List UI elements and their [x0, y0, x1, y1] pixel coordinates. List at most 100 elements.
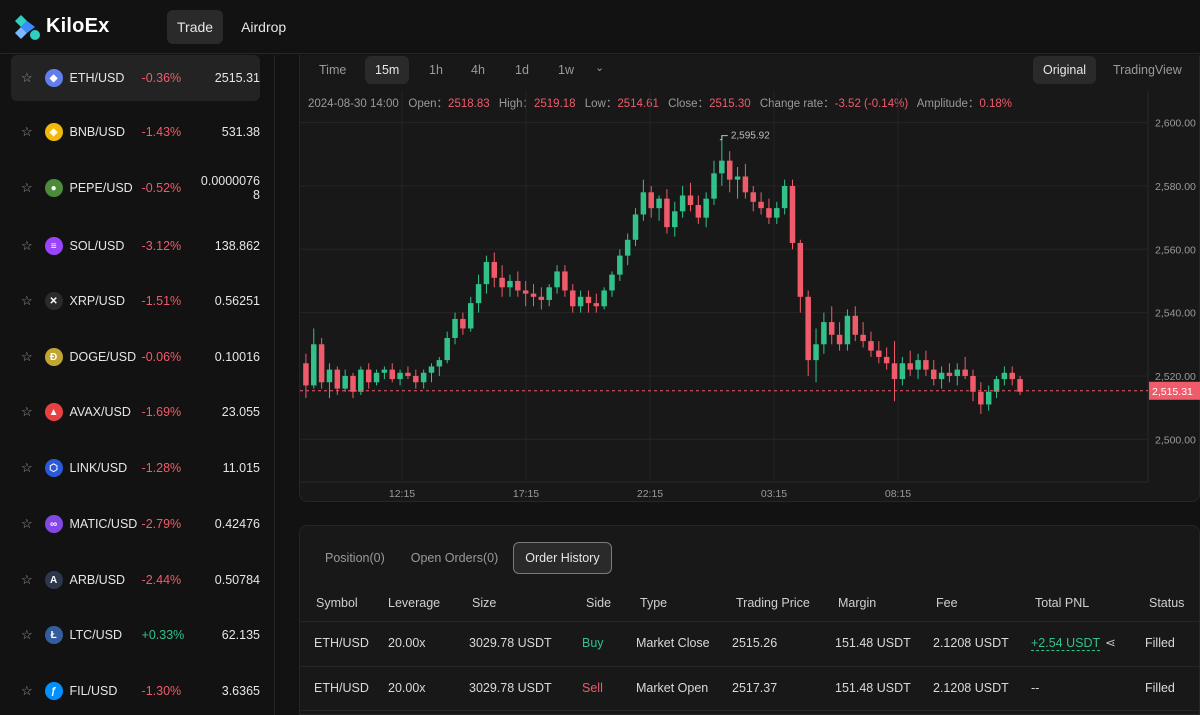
market-row-xrp[interactable]: ☆ ✕ XRP/USD -1.51% 0.56251 — [11, 278, 260, 324]
candle-body[interactable] — [436, 360, 443, 367]
candle-body[interactable] — [695, 204, 702, 218]
candle-body[interactable] — [703, 198, 709, 218]
candle-body[interactable] — [993, 379, 1000, 392]
candle-body[interactable] — [554, 271, 560, 288]
candle-body[interactable] — [766, 208, 772, 218]
favorite-star-icon[interactable]: ☆ — [21, 70, 33, 85]
candle-body[interactable] — [624, 239, 631, 256]
candle-body[interactable] — [507, 280, 513, 288]
candle-body[interactable] — [679, 195, 686, 212]
candle-body[interactable] — [358, 369, 364, 392]
candle-body[interactable] — [734, 176, 741, 180]
tab-position[interactable]: Position(0) — [325, 551, 385, 565]
candle-body[interactable] — [632, 214, 639, 240]
candle-body[interactable] — [460, 318, 466, 329]
candle-body[interactable] — [931, 369, 937, 380]
favorite-star-icon[interactable]: ☆ — [21, 404, 33, 419]
candle-body[interactable] — [483, 261, 490, 285]
candle-body[interactable] — [954, 369, 961, 376]
candle-body[interactable] — [562, 271, 568, 291]
candle-body[interactable] — [318, 344, 325, 383]
candle-body[interactable] — [585, 296, 592, 304]
favorite-star-icon[interactable]: ☆ — [21, 349, 33, 364]
candlestick-chart[interactable]: 2,600.00 2,580.00 2,560.00 2,540.00 2,520.00… — [300, 55, 1200, 501]
candle-body[interactable] — [805, 296, 811, 361]
candle-body[interactable] — [883, 356, 890, 364]
candle-body[interactable] — [828, 322, 835, 335]
candle-body[interactable] — [570, 290, 576, 307]
candle-body[interactable] — [672, 211, 678, 228]
candle-body[interactable] — [915, 360, 921, 370]
market-row-eth[interactable]: ☆ ◆ ETH/USD -0.36% 2515.31 — [11, 55, 260, 101]
order-pnl-value[interactable]: +2.54 USDT — [1031, 636, 1101, 651]
candle-body[interactable] — [907, 363, 913, 370]
candle-body[interactable] — [640, 192, 647, 215]
candle-body[interactable] — [444, 337, 450, 361]
candle-body[interactable] — [938, 372, 945, 380]
candle-body[interactable] — [899, 363, 906, 380]
market-row-sol[interactable]: ☆ ≡ SOL/USD -3.12% 138.862 — [11, 223, 260, 269]
candle-body[interactable] — [538, 296, 545, 300]
candle-body[interactable] — [420, 372, 427, 383]
favorite-star-icon[interactable]: ☆ — [21, 683, 33, 698]
logo[interactable]: KiloEx — [12, 12, 167, 42]
candle-body[interactable] — [1009, 372, 1015, 380]
tab-order-history[interactable]: Order History — [513, 542, 612, 574]
market-row-fil[interactable]: ☆ ƒ FIL/USD -1.30% 3.6365 — [11, 668, 260, 714]
timeframe-time[interactable]: Time — [319, 63, 347, 77]
candle-body[interactable] — [852, 315, 859, 335]
favorite-star-icon[interactable]: ☆ — [21, 516, 33, 531]
favorite-star-icon[interactable]: ☆ — [21, 460, 33, 475]
market-row-link[interactable]: ☆ ⬡ LINK/USD -1.28% 11.015 — [11, 445, 260, 491]
view-original-button[interactable]: Original — [1033, 56, 1097, 84]
candle-body[interactable] — [381, 369, 388, 373]
candle-body[interactable] — [491, 261, 498, 278]
candle-body[interactable] — [530, 293, 537, 297]
candle-body[interactable] — [499, 277, 505, 288]
market-row-bnb[interactable]: ☆ ◈ BNB/USD -1.43% 531.38 — [11, 109, 260, 155]
tab-open-orders[interactable]: Open Orders(0) — [410, 551, 499, 565]
nav-airdrop[interactable]: Airdrop — [241, 18, 287, 35]
candle-body[interactable] — [546, 287, 552, 300]
candle-body[interactable] — [413, 375, 419, 383]
candle-body[interactable] — [664, 198, 670, 228]
candle-body[interactable] — [428, 366, 435, 373]
candle-body[interactable] — [970, 375, 976, 392]
timeframe-1w[interactable]: 1w — [558, 63, 574, 77]
candle-body[interactable] — [923, 360, 929, 370]
candle-body[interactable] — [1017, 379, 1023, 392]
candle-body[interactable] — [452, 318, 458, 338]
candle-body[interactable] — [350, 375, 356, 392]
favorite-star-icon[interactable]: ☆ — [21, 180, 33, 195]
candle-body[interactable] — [750, 192, 756, 202]
candle-body[interactable] — [601, 290, 607, 307]
candle-body[interactable] — [515, 280, 521, 291]
candle-body[interactable] — [719, 160, 725, 174]
candle-body[interactable] — [617, 255, 623, 275]
candle-body[interactable] — [326, 369, 333, 383]
favorite-star-icon[interactable]: ☆ — [21, 572, 33, 587]
candle-body[interactable] — [711, 173, 717, 199]
candle-body[interactable] — [774, 208, 780, 218]
candle-body[interactable] — [962, 369, 968, 376]
view-tradingview-button[interactable]: TradingView — [1113, 63, 1182, 77]
candle-body[interactable] — [648, 192, 654, 209]
candle-body[interactable] — [891, 363, 898, 380]
candle-body[interactable] — [836, 334, 843, 345]
share-icon[interactable]: ⋖ — [1105, 635, 1116, 650]
candle-body[interactable] — [311, 344, 317, 386]
timeframe-15m[interactable]: 15m — [365, 56, 410, 84]
candle-body[interactable] — [821, 322, 827, 345]
candle-body[interactable] — [978, 391, 984, 405]
candle-body[interactable] — [985, 391, 992, 405]
candle-body[interactable] — [789, 185, 796, 243]
favorite-star-icon[interactable]: ☆ — [21, 124, 33, 139]
candle-body[interactable] — [334, 369, 341, 389]
candle-body[interactable] — [405, 372, 411, 376]
candle-body[interactable] — [868, 341, 874, 351]
market-row-doge[interactable]: ☆ Ð DOGE/USD -0.06% 0.10016 — [11, 334, 260, 380]
candle-body[interactable] — [522, 290, 529, 294]
favorite-star-icon[interactable]: ☆ — [21, 238, 33, 253]
candle-body[interactable] — [813, 344, 819, 361]
candle-body[interactable] — [656, 198, 662, 209]
